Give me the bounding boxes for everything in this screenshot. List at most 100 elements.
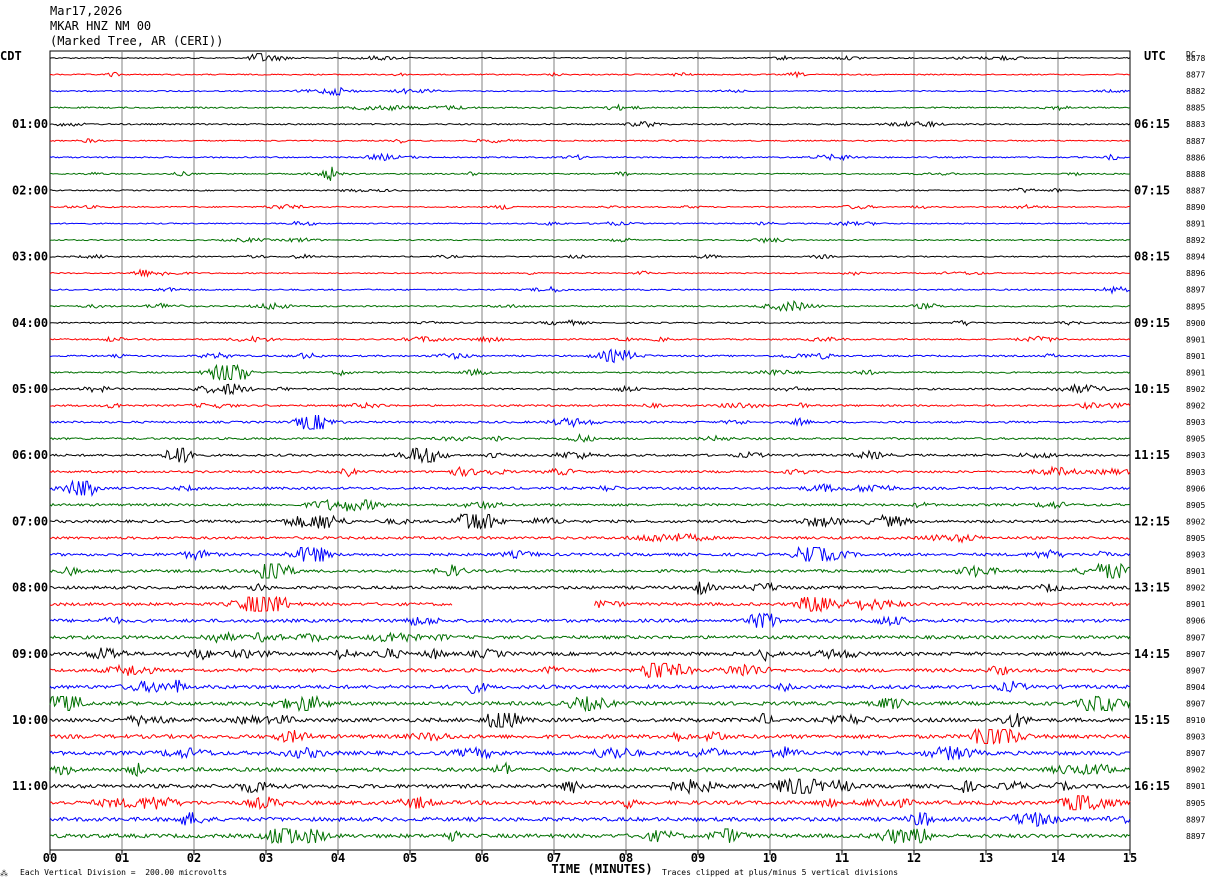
date-label: Mar17,2026 [50,4,123,18]
dc-offset-label: 8882 [1186,87,1205,96]
trace-line [49,647,1131,663]
trace-line [49,120,1131,128]
x-tick-label: 05 [403,851,417,865]
trace-line [49,679,1131,695]
trace-line [49,612,1131,629]
vertical-division-note: Each Vertical Division = 200.00 microvol… [20,868,228,877]
trace-line [49,363,1131,381]
x-tick-label: 03 [259,851,273,865]
left-hour-label: 02:00 [12,183,48,197]
trace-line [49,581,1131,596]
trace-line [49,795,1131,811]
trace-line [49,152,1131,162]
trace-line [49,253,1131,260]
dc-offset-label: 8903 [1186,468,1205,477]
left-hour-label: 10:00 [12,713,48,727]
trace-line [49,335,1131,344]
dc-offset-label: 8905 [1186,501,1205,510]
x-tick-label: 14 [1051,851,1065,865]
right-hour-label: 15:15 [1134,713,1170,727]
trace-line [49,71,1131,79]
x-tick-label: 04 [331,851,345,865]
trace-line [49,300,1131,312]
trace-line [49,479,1131,498]
right-hour-label: 14:15 [1134,647,1170,661]
dc-offset-label: 8883 [1186,120,1205,129]
left-hour-label: 11:00 [12,779,48,793]
trace-line [49,777,1131,796]
dc-offset-label: 8887 [1186,137,1205,146]
trace-line [49,285,1131,295]
clipping-note: Traces clipped at plus/minus 5 vertical … [662,868,899,877]
dc-offset-label: 8905 [1186,435,1205,444]
dc-header-label: DC [1186,50,1196,59]
right-hour-label: 16:15 [1134,779,1170,793]
trace-line [49,694,1131,713]
dc-offset-label: 8905 [1186,534,1205,543]
dc-offset-label: 8897 [1186,286,1205,295]
dc-offset-label: 8902 [1186,517,1205,526]
trace-line [49,383,1131,396]
trace-line [49,187,1131,194]
dc-offset-label: 8902 [1186,402,1205,411]
dc-offset-label: 8895 [1186,302,1205,311]
dc-offset-label: 8904 [1186,683,1205,692]
left-hour-label: 01:00 [12,117,48,131]
dc-offset-label: 8901 [1186,600,1205,609]
trace-line [49,828,1131,845]
dc-offset-label: 8907 [1186,650,1205,659]
dc-offset-label: 8894 [1186,253,1205,262]
trace-line [49,513,1131,530]
dc-offset-label: 8905 [1186,799,1205,808]
trace-line [49,745,1131,761]
menu-icon: ⁂ [0,869,8,878]
x-tick-label: 02 [187,851,201,865]
dc-offset-label: 8886 [1186,153,1205,162]
right-hour-label: 10:15 [1134,382,1170,396]
plot-frame [49,50,1131,851]
dc-offset-label: 8897 [1186,832,1205,841]
dc-offset-label: 8878 [1186,54,1205,63]
trace-line [49,268,1131,278]
left-hour-label: 04:00 [12,316,48,330]
trace-line [49,498,1131,512]
dc-offset-label: 8902 [1186,584,1205,593]
dc-offset-label: 8907 [1186,699,1205,708]
x-tick-label: 07 [547,851,561,865]
trace-line [49,415,1131,430]
left-timezone-label: CDT [0,49,22,63]
left-hour-label: 07:00 [12,514,48,528]
trace-line [49,203,1131,210]
trace-line [49,595,1131,613]
dc-offset-label: 8901 [1186,335,1205,344]
left-hour-label: 08:00 [12,581,48,595]
x-tick-label: 12 [907,851,921,865]
trace-line [49,712,1131,728]
dc-offset-label: 8901 [1186,567,1205,576]
x-tick-label: 08 [619,851,633,865]
x-tick-label: 11 [835,851,849,865]
x-tick-label: 01 [115,851,129,865]
left-hour-label: 05:00 [12,382,48,396]
trace-line [49,236,1131,244]
dc-offset-label: 8892 [1186,236,1205,245]
dc-offset-label: 8903 [1186,733,1205,742]
trace-line [49,103,1131,112]
dc-offset-label: 8900 [1186,319,1205,328]
dc-offset-label: 8902 [1186,766,1205,775]
x-tick-label: 15 [1123,851,1137,865]
dc-offset-label: 8906 [1186,617,1205,626]
right-hour-label: 08:15 [1134,250,1170,264]
dc-offset-label: 8877 [1186,71,1205,80]
x-tick-label: 00 [43,851,57,865]
dc-offset-label: 8903 [1186,551,1205,560]
right-hour-label: 09:15 [1134,316,1170,330]
dc-offset-label: 8907 [1186,633,1205,642]
trace-line [49,86,1131,97]
dc-offset-label: 8903 [1186,418,1205,427]
location-label: (Marked Tree, AR (CERI)) [50,34,224,48]
dc-offset-label: 8906 [1186,484,1205,493]
trace-line [49,662,1131,679]
dc-offset-label: 8901 [1186,782,1205,791]
trace-line [49,532,1131,544]
